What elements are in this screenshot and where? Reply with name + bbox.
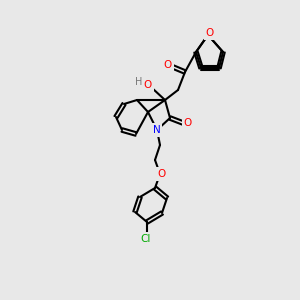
Text: O: O <box>157 169 165 179</box>
Text: O: O <box>206 28 214 38</box>
Text: O: O <box>184 118 192 128</box>
Text: O: O <box>144 80 152 90</box>
Text: Cl: Cl <box>141 234 151 244</box>
Text: H: H <box>135 77 143 87</box>
Text: N: N <box>153 125 161 135</box>
Text: O: O <box>164 60 172 70</box>
